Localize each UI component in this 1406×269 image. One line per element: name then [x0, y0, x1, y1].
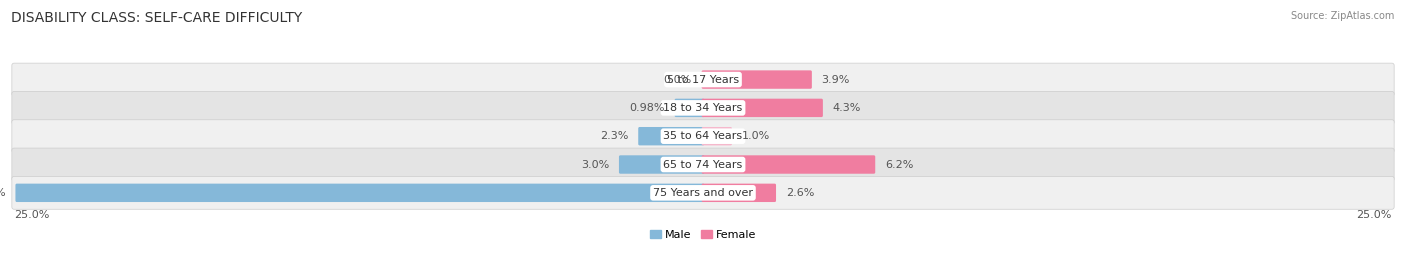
- Legend: Male, Female: Male, Female: [650, 230, 756, 240]
- Text: 18 to 34 Years: 18 to 34 Years: [664, 103, 742, 113]
- FancyBboxPatch shape: [702, 70, 811, 89]
- FancyBboxPatch shape: [11, 63, 1395, 96]
- FancyBboxPatch shape: [11, 120, 1395, 153]
- FancyBboxPatch shape: [11, 91, 1395, 124]
- Text: 0.98%: 0.98%: [630, 103, 665, 113]
- FancyBboxPatch shape: [11, 176, 1395, 209]
- Text: 24.9%: 24.9%: [0, 188, 6, 198]
- Text: 65 to 74 Years: 65 to 74 Years: [664, 160, 742, 169]
- Text: 75 Years and over: 75 Years and over: [652, 188, 754, 198]
- Text: 25.0%: 25.0%: [1357, 210, 1392, 220]
- Text: 4.3%: 4.3%: [832, 103, 860, 113]
- FancyBboxPatch shape: [702, 99, 823, 117]
- Text: 0.0%: 0.0%: [664, 75, 692, 84]
- FancyBboxPatch shape: [15, 184, 704, 202]
- Text: DISABILITY CLASS: SELF-CARE DIFFICULTY: DISABILITY CLASS: SELF-CARE DIFFICULTY: [11, 11, 302, 25]
- Text: 5 to 17 Years: 5 to 17 Years: [666, 75, 740, 84]
- FancyBboxPatch shape: [702, 155, 875, 174]
- Text: 2.6%: 2.6%: [786, 188, 814, 198]
- FancyBboxPatch shape: [675, 99, 704, 117]
- FancyBboxPatch shape: [11, 148, 1395, 181]
- Text: 3.0%: 3.0%: [581, 160, 609, 169]
- Text: 35 to 64 Years: 35 to 64 Years: [664, 131, 742, 141]
- Text: Source: ZipAtlas.com: Source: ZipAtlas.com: [1291, 11, 1395, 21]
- FancyBboxPatch shape: [702, 184, 776, 202]
- FancyBboxPatch shape: [702, 127, 733, 146]
- Text: 6.2%: 6.2%: [884, 160, 914, 169]
- Text: 25.0%: 25.0%: [14, 210, 49, 220]
- FancyBboxPatch shape: [619, 155, 704, 174]
- Text: 1.0%: 1.0%: [741, 131, 770, 141]
- FancyBboxPatch shape: [638, 127, 704, 146]
- Text: 3.9%: 3.9%: [821, 75, 849, 84]
- Text: 2.3%: 2.3%: [600, 131, 628, 141]
